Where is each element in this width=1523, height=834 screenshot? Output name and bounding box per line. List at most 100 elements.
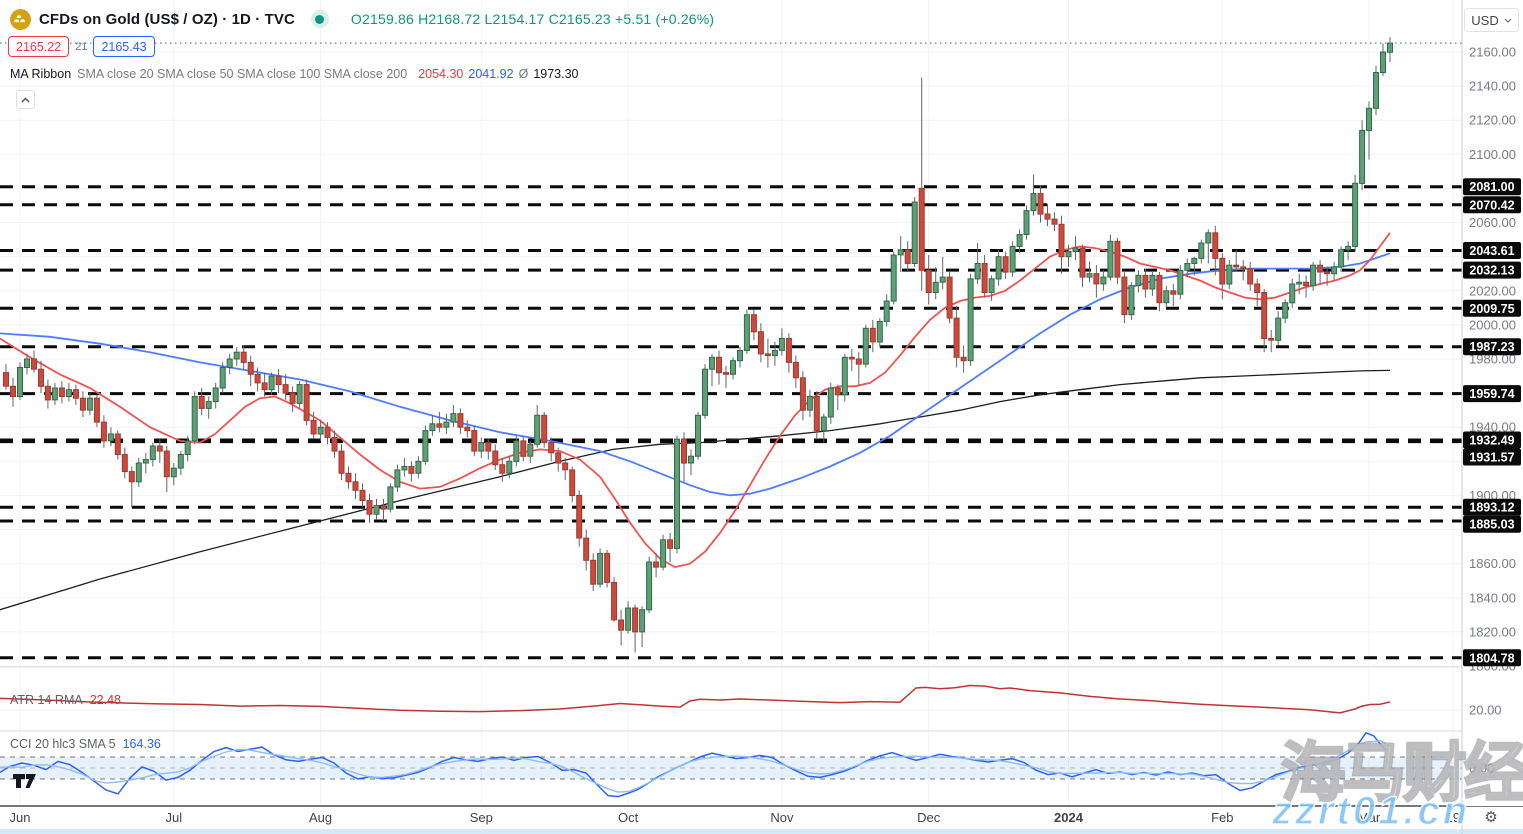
symbol-title[interactable]: CFDs on Gold (US$ / OZ) · 1D · TVC — [39, 10, 295, 28]
candle — [142, 459, 149, 464]
candle — [44, 385, 51, 401]
candle — [478, 442, 485, 452]
candle — [932, 281, 939, 293]
svg-text:1980.00: 1980.00 — [1469, 352, 1516, 367]
candle — [1359, 130, 1366, 184]
candle — [338, 450, 345, 474]
atr-legend[interactable]: ATR 14 RMA 22.48 — [10, 693, 121, 707]
ask-price-button[interactable]: 2165.43 — [93, 36, 155, 57]
candle — [918, 187, 925, 271]
watermark-url: zzrt01.cn — [1271, 788, 1471, 834]
candle — [261, 382, 268, 391]
bid-ask-row: 2165.22 21 2165.43 — [8, 36, 155, 57]
candle — [1037, 193, 1044, 215]
candle — [499, 464, 506, 474]
candle — [562, 462, 569, 471]
candle — [485, 442, 492, 452]
svg-text:Jul: Jul — [165, 810, 182, 825]
candle — [876, 321, 883, 343]
market-open-dot[interactable] — [310, 10, 329, 28]
candle — [1163, 290, 1170, 304]
candle — [352, 481, 359, 491]
candle — [1261, 292, 1268, 340]
ma-ribbon-legend[interactable]: MA Ribbon SMA close 20 SMA close 50 SMA … — [10, 67, 579, 81]
cci-band — [0, 756, 1462, 780]
candle — [1387, 42, 1393, 53]
candle — [422, 430, 429, 462]
svg-text:1931.57: 1931.57 — [1469, 451, 1514, 465]
candle — [632, 607, 639, 633]
svg-text:Sep: Sep — [470, 810, 493, 825]
time-axis[interactable]: Jun Jul Aug Sep Oct Nov Dec 2024 Feb Mar 19 — [10, 810, 1461, 825]
candle — [114, 433, 121, 455]
candle — [855, 358, 862, 365]
candle — [674, 438, 680, 549]
svg-text:Jun: Jun — [10, 810, 31, 825]
svg-text:0.00: 0.00 — [1469, 761, 1494, 776]
candle — [1030, 193, 1037, 212]
candle — [1310, 264, 1317, 287]
candle — [723, 372, 729, 375]
candle — [408, 466, 415, 474]
sma-20-line — [0, 232, 1391, 569]
candle — [464, 426, 471, 432]
candle — [639, 609, 646, 633]
candle — [995, 256, 1002, 280]
candle — [394, 469, 401, 488]
cci-name: CCI 20 hlc3 SMA 5 — [10, 737, 116, 751]
atr-value: 22.48 — [89, 693, 121, 707]
candle — [38, 368, 44, 387]
candle — [121, 454, 128, 473]
candle — [841, 356, 848, 396]
candle — [890, 254, 897, 302]
svg-text:1959.74: 1959.74 — [1469, 387, 1514, 401]
svg-text:1820.00: 1820.00 — [1469, 624, 1516, 639]
sma-200-line — [0, 369, 1391, 611]
candle — [541, 414, 548, 444]
legend-collapse-button[interactable] — [16, 90, 35, 109]
atr-line — [0, 684, 1391, 714]
candle — [1212, 232, 1219, 259]
candle — [1149, 274, 1156, 290]
currency-selector[interactable]: USD — [1464, 8, 1519, 32]
candle — [1009, 245, 1016, 273]
candle — [65, 389, 72, 398]
candles[interactable] — [3, 37, 1393, 653]
candle — [702, 368, 708, 416]
candle — [506, 460, 513, 474]
svg-text:1860.00: 1860.00 — [1469, 556, 1516, 571]
candle — [548, 442, 555, 454]
candle — [156, 445, 163, 452]
tradingview-logo-icon[interactable] — [12, 771, 42, 795]
candle — [324, 426, 331, 438]
svg-text:2070.42: 2070.42 — [1469, 198, 1514, 212]
candle — [184, 440, 191, 455]
candle — [827, 387, 834, 418]
bid-price-button[interactable]: 2165.22 — [8, 36, 70, 57]
candle — [289, 392, 296, 404]
candle — [471, 430, 478, 452]
cci-legend[interactable]: CCI 20 hlc3 SMA 5 164.36 — [10, 737, 161, 751]
svg-text:20.00: 20.00 — [1469, 703, 1502, 718]
ma-ribbon-value: 1973.30 — [533, 67, 579, 81]
candle — [834, 387, 841, 396]
candle — [988, 278, 995, 293]
ma-ribbon-value: 2054.30 — [418, 67, 464, 81]
gear-icon[interactable]: ⚙ — [1484, 809, 1498, 826]
candle — [380, 505, 387, 510]
chevron-up-icon — [21, 97, 30, 102]
candle — [1093, 273, 1100, 285]
svg-text:2060.00: 2060.00 — [1469, 215, 1516, 230]
candle — [226, 358, 233, 368]
candle — [576, 494, 583, 539]
candle — [1156, 274, 1163, 304]
candle — [925, 269, 932, 293]
candle — [1044, 213, 1051, 220]
candle — [240, 351, 247, 363]
gold-bars-icon — [10, 8, 31, 30]
candle — [869, 327, 876, 343]
svg-text:2000.00: 2000.00 — [1469, 317, 1516, 332]
